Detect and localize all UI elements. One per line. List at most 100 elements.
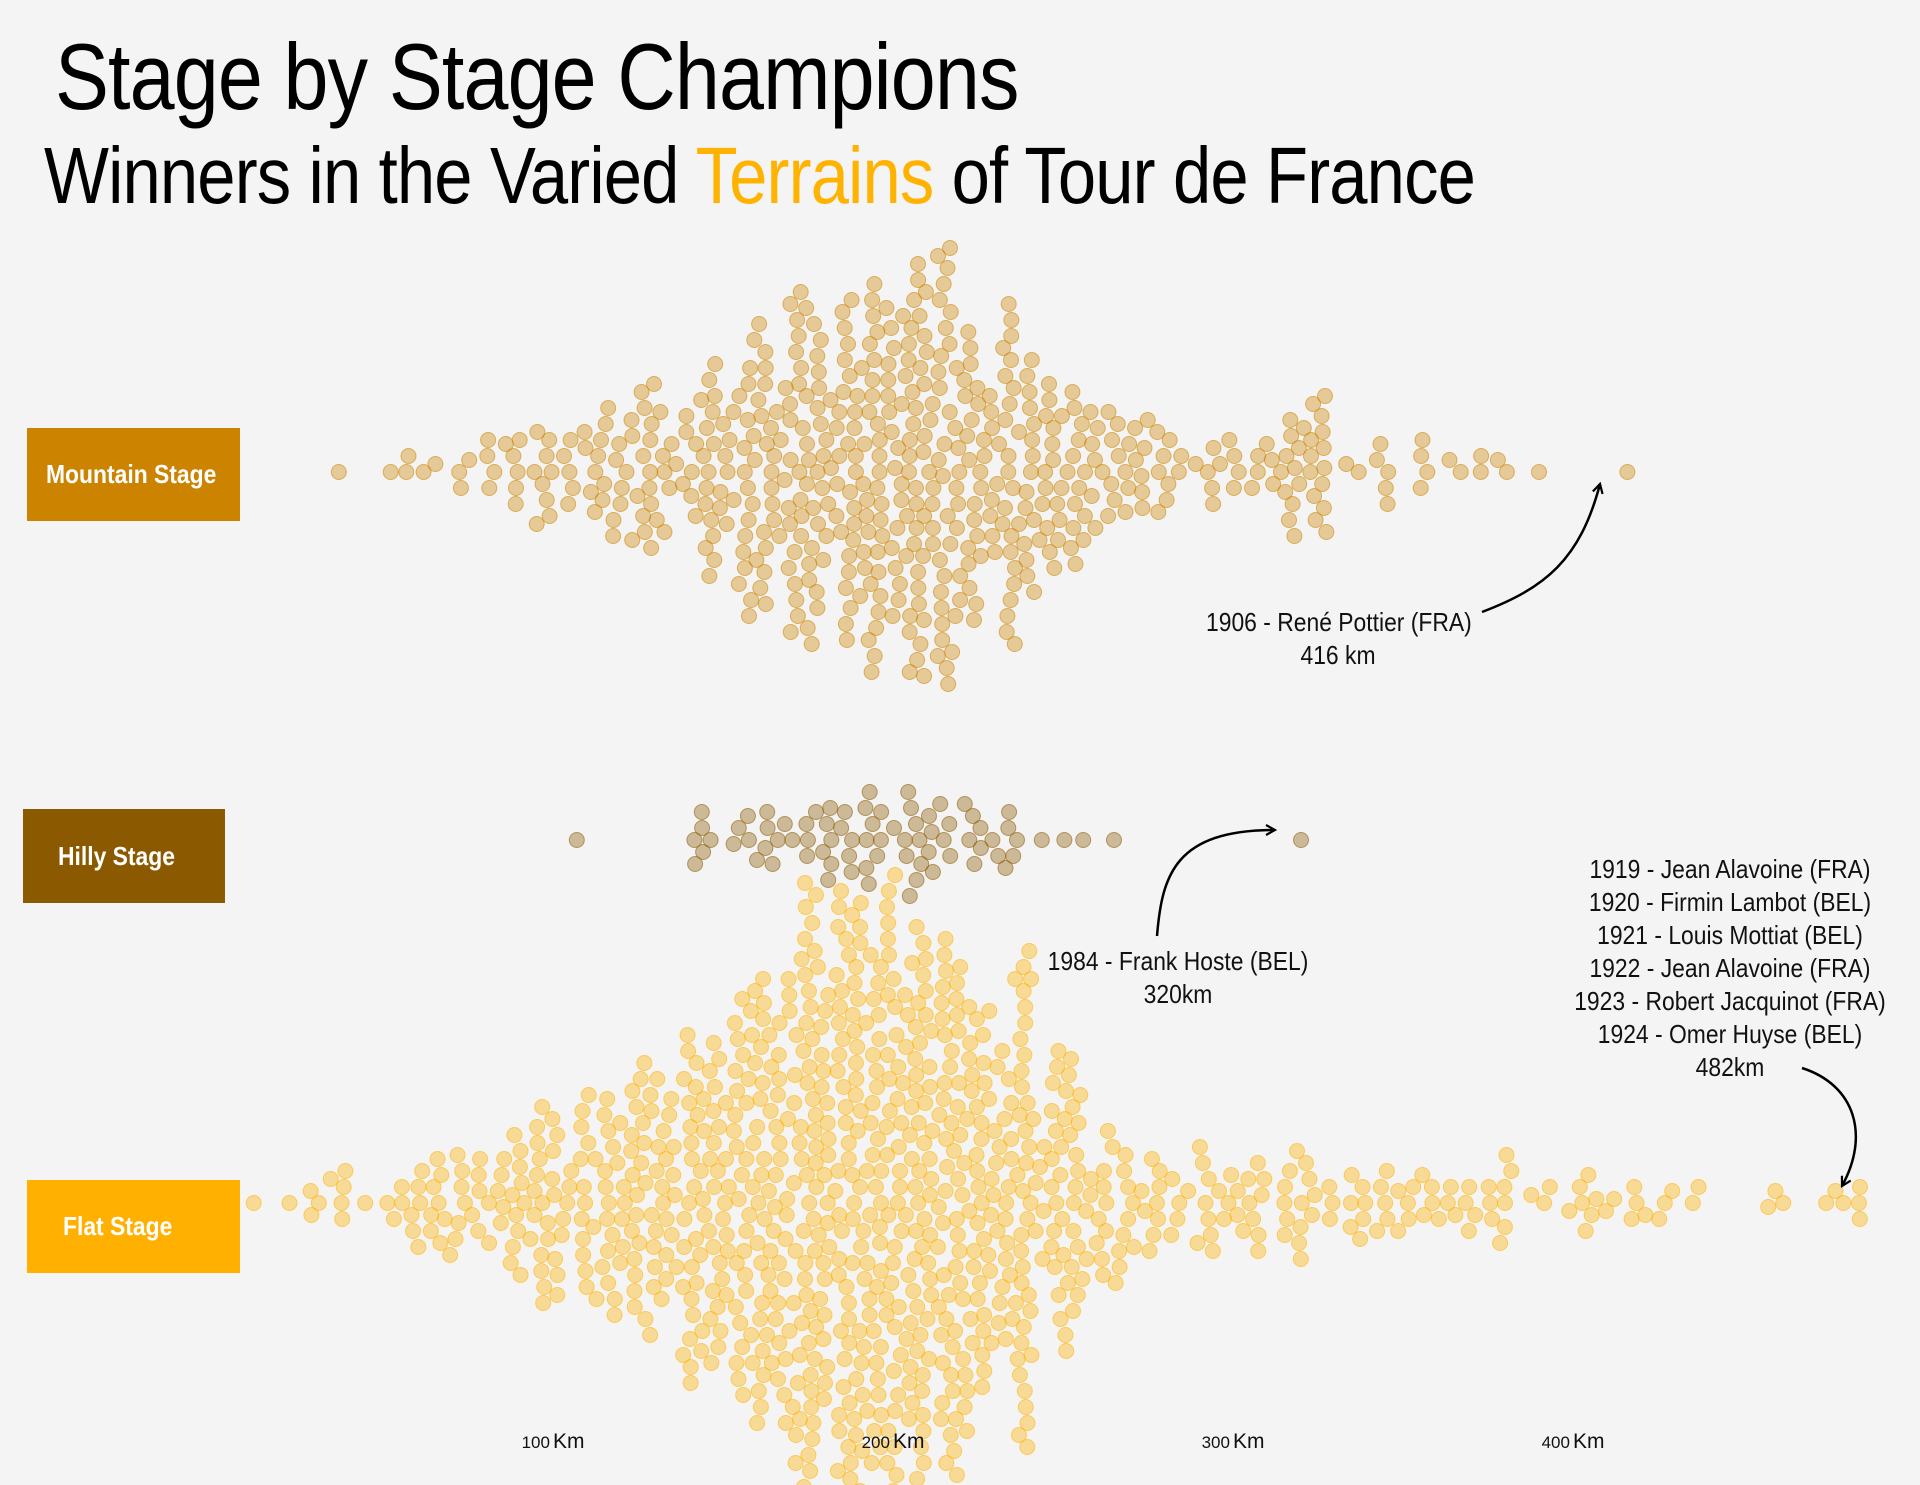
data-point [643,1103,660,1119]
data-point [1063,1259,1080,1275]
data-point [1372,436,1389,452]
data-point [946,1443,963,1459]
data-point [626,1283,643,1299]
data-point [948,1211,965,1227]
data-point [1292,1219,1309,1235]
data-point [675,1279,692,1295]
data-point [534,1195,551,1211]
data-point [888,1467,905,1483]
data-point [423,1207,440,1223]
data-point [789,608,806,624]
data-point [688,1055,705,1071]
data-point [718,1151,734,1167]
data-point [727,1063,744,1079]
data-point [427,456,444,472]
data-point [543,464,560,480]
data-point [1216,1211,1232,1227]
data-point [801,572,818,588]
data-point [849,1039,866,1055]
data-point [806,316,822,332]
data-point [654,1179,671,1195]
data-point [911,1163,928,1179]
data-point [956,372,973,388]
data-point [798,388,815,404]
data-point [905,1283,922,1299]
data-point [769,1087,786,1103]
data-point [746,332,763,348]
data-point [910,580,927,596]
data-point [779,1111,796,1127]
data-point [846,500,863,516]
data-point [899,1007,916,1023]
data-point [1018,552,1035,568]
data-point [921,1151,938,1167]
data-point [1069,1239,1086,1255]
data-point [717,1195,733,1211]
data-point [1561,1203,1578,1219]
data-point [857,800,874,816]
data-point [1011,516,1027,532]
data-point [541,432,558,448]
data-point [665,1139,682,1155]
data-point [821,1239,838,1255]
page-title: Stage by Stage Champions [55,24,1019,129]
data-point [895,1075,912,1091]
data-point [766,448,783,464]
data-point [829,476,846,492]
data-point [740,1071,757,1087]
data-point [726,1015,743,1031]
data-point [624,1167,641,1183]
annotation-line: 1919 - Jean Alavoine (FRA) [1589,854,1871,884]
data-point [529,1167,545,1183]
data-point [1619,464,1636,480]
data-point [897,368,914,384]
data-point [642,1327,659,1343]
data-point [757,840,774,856]
data-point [898,1039,915,1055]
data-point [975,1055,992,1071]
data-point [841,1335,858,1351]
data-point [997,1251,1014,1267]
data-point [855,1339,872,1355]
data-point [464,1207,481,1223]
data-point [798,476,815,492]
data-point [960,556,977,572]
data-point [1107,1275,1124,1291]
data-point [1145,1227,1162,1243]
data-point [799,620,816,636]
data-point [985,1187,1002,1203]
data-point [1034,1251,1051,1267]
data-point [600,1275,617,1291]
data-point [1472,464,1489,480]
data-point [744,1179,761,1195]
data-point [653,1291,670,1307]
data-point [871,1219,888,1235]
data-point [703,1355,720,1371]
data-point [1378,1163,1395,1179]
data-point [705,528,722,544]
data-point [788,1027,805,1043]
data-point [959,428,976,444]
data-point [614,1211,631,1227]
data-point [781,1323,798,1339]
data-point [604,1227,621,1243]
data-point [752,1399,769,1415]
data-point [938,963,954,979]
data-point [1303,432,1320,448]
data-point [806,943,823,959]
data-point [970,1179,987,1195]
data-point [533,1263,550,1279]
data-point [973,480,990,496]
data-point [920,1255,937,1271]
data-point [1055,1247,1072,1263]
data-point [1009,832,1025,848]
data-point [912,1035,928,1051]
data-point [870,1387,887,1403]
data-point [863,664,880,680]
data-point [864,816,881,832]
data-point [695,1091,712,1107]
data-point [844,1007,861,1023]
data-point [1240,1171,1257,1187]
data-point [1292,1251,1309,1267]
data-point [1017,1399,1034,1415]
